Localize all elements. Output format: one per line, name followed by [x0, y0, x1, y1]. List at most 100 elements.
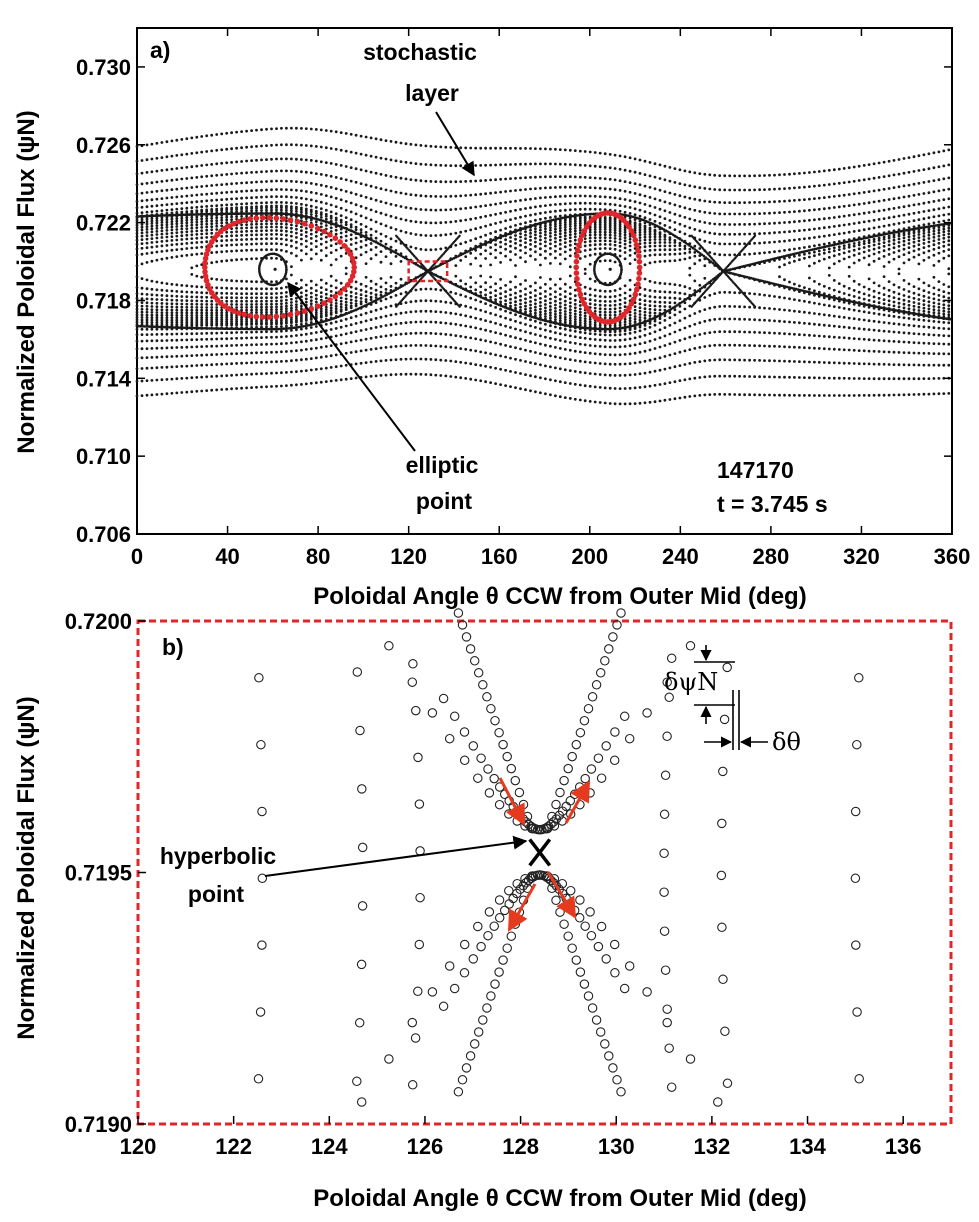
orbit-point	[314, 356, 318, 360]
orbit-point	[230, 316, 234, 319]
orbit-point	[479, 338, 483, 342]
orbit-point	[763, 188, 766, 192]
orbit-point	[155, 189, 159, 193]
orbit-point	[698, 186, 702, 190]
orbit-point	[200, 308, 204, 312]
orbit-point	[170, 256, 174, 259]
orbit-point	[793, 360, 796, 363]
orbit-point	[638, 350, 642, 354]
orbit-point	[349, 316, 353, 320]
orbit-point	[324, 322, 328, 326]
orbit-point	[827, 376, 831, 380]
orbit-point	[678, 241, 682, 245]
orbit-point	[558, 209, 562, 213]
orbit-point	[922, 181, 926, 184]
orbit-point	[210, 216, 214, 220]
orbit-point	[165, 378, 169, 381]
orbit-point	[917, 351, 921, 355]
orbit-point	[653, 369, 657, 373]
orbit-point	[519, 243, 522, 247]
orbit-point	[300, 202, 303, 206]
orbit-point	[210, 344, 214, 348]
orbit-point	[180, 305, 184, 309]
orbit-point	[200, 275, 204, 279]
orbit-point	[504, 254, 507, 258]
orbit-point	[653, 235, 657, 239]
orbit-point	[240, 181, 244, 185]
orbit-point	[175, 308, 179, 312]
orbit-point	[583, 175, 587, 179]
orbit-point	[514, 241, 517, 245]
orbit-point	[907, 220, 911, 223]
orbit-point	[489, 203, 492, 207]
orbit-point	[758, 293, 761, 296]
orbit-point	[429, 309, 433, 313]
orbit-point	[140, 339, 144, 343]
orbit-point	[464, 218, 468, 222]
orbit-point	[683, 232, 687, 236]
orbit-point	[947, 232, 951, 236]
orbit-point	[638, 372, 642, 376]
orbit-point	[827, 241, 831, 245]
orbit-point	[514, 199, 517, 203]
orbit-point	[304, 144, 308, 147]
orbit-point	[932, 308, 936, 312]
orbit-point	[300, 358, 303, 362]
orbit-point	[180, 284, 184, 287]
orbit-point	[235, 299, 239, 303]
orbit-point	[215, 162, 219, 166]
orbit-point	[245, 361, 249, 365]
orbit-point	[892, 296, 896, 299]
orbit-point	[504, 295, 507, 298]
orbit-point	[927, 233, 931, 237]
orbit-point	[524, 307, 527, 311]
orbit-point	[374, 155, 378, 159]
orbit-point	[618, 179, 622, 183]
orbit-point	[275, 179, 278, 183]
orbit-point	[544, 162, 547, 166]
orbit-point	[558, 202, 562, 206]
orbit-point	[295, 370, 298, 373]
orbit-point	[907, 258, 911, 262]
orbit-point	[678, 350, 682, 354]
orbit-point	[852, 289, 856, 292]
orbit-point	[608, 310, 612, 314]
orbit-point	[270, 292, 273, 296]
orbit-point	[220, 250, 224, 254]
orbit-point	[852, 222, 856, 225]
orbit-point	[663, 248, 667, 252]
orbit-point	[628, 181, 632, 185]
orbit-point	[429, 344, 433, 348]
orbit-point	[623, 189, 627, 193]
orbit-point	[902, 213, 906, 217]
orbit-point	[290, 301, 293, 304]
orbit-point	[688, 335, 692, 339]
orbit-point	[887, 339, 891, 343]
orbit-point	[220, 286, 224, 290]
orbit-point	[444, 333, 448, 336]
orbit-point	[568, 341, 572, 344]
orbit-point	[683, 247, 687, 251]
orbit-point	[280, 307, 283, 311]
orbit-point	[379, 200, 383, 204]
orbit-point	[235, 279, 239, 283]
orbit-point	[429, 299, 433, 303]
orbit-point	[399, 191, 403, 195]
orbit-point	[902, 351, 906, 354]
orbit-point	[549, 324, 552, 328]
orbit-point	[280, 233, 283, 237]
orbit-point	[359, 329, 363, 332]
orbit-point	[329, 174, 333, 178]
orbit-point	[668, 238, 672, 242]
orbit-point	[549, 252, 552, 256]
orbit-point	[260, 233, 263, 237]
orbit-point	[598, 230, 602, 234]
orbit-point	[155, 219, 159, 223]
orbit-point	[265, 195, 268, 199]
orbit-point	[763, 222, 766, 226]
orbit-point	[593, 303, 597, 306]
orbit-point	[260, 292, 263, 296]
orbit-point	[225, 239, 229, 242]
orbit-point	[195, 215, 199, 219]
orbit-point	[937, 234, 941, 238]
